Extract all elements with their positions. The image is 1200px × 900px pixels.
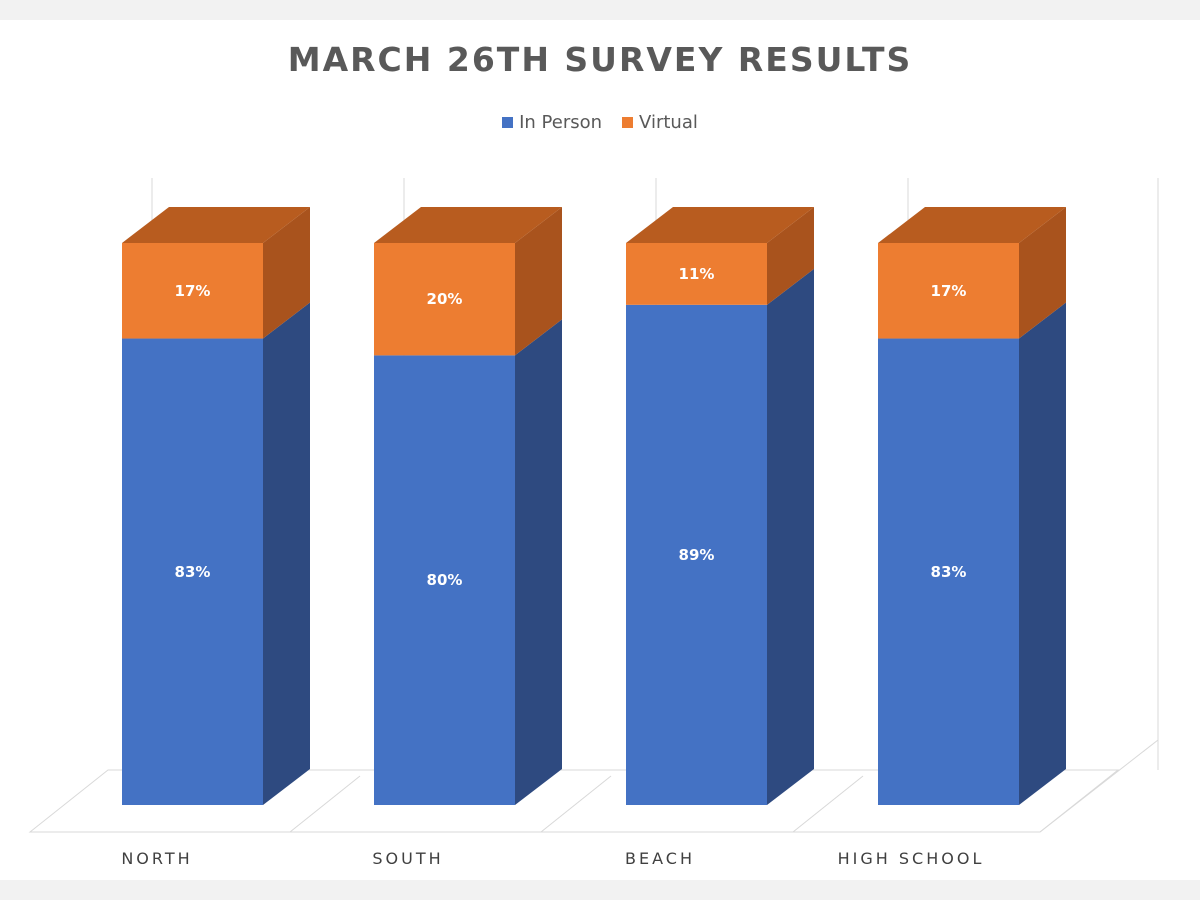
data-label-in-person-beach: 89% <box>679 546 715 564</box>
bar-side-in-person-north <box>263 302 310 805</box>
bar-side-in-person-south <box>515 319 562 805</box>
legend-item-virtual: Virtual <box>622 112 698 133</box>
category-label-high-school: HIGH SCHOOL <box>838 849 985 868</box>
legend-swatch-virtual <box>622 117 634 128</box>
bar-side-in-person-beach <box>767 268 814 805</box>
bar-in-person-beach <box>626 304 767 805</box>
data-label-virtual-beach: 11% <box>679 265 715 283</box>
bar-top-virtual-south <box>374 207 562 243</box>
bar-virtual-south <box>374 243 515 356</box>
category-label-north: NORTH <box>121 849 192 868</box>
data-label-in-person-south: 80% <box>427 571 463 589</box>
legend-label-virtual: Virtual <box>639 112 698 133</box>
bar-in-person-south <box>374 355 515 805</box>
bar-top-virtual-north <box>122 207 310 243</box>
bar-in-person-high-school <box>878 338 1019 805</box>
bar-side-virtual-high-school <box>1019 207 1066 339</box>
legend-swatch-in-person <box>502 117 514 128</box>
bar-in-person-north <box>122 338 263 805</box>
category-label-beach: BEACH <box>625 849 695 868</box>
bar-virtual-beach <box>626 243 767 305</box>
bar-virtual-north <box>122 243 263 339</box>
data-label-virtual-high-school: 17% <box>931 282 967 300</box>
legend: In Person Virtual <box>0 112 1200 133</box>
bar-side-in-person-high-school <box>1019 302 1066 805</box>
floor-divider-1 <box>540 775 612 833</box>
bar-side-virtual-beach <box>767 207 814 305</box>
labels-layer: 83% 17% NORTH 80% 20% SOUTH 89% 11% BEACH 83% 17% H… <box>121 265 985 868</box>
bar-virtual-high-school <box>878 243 1019 339</box>
bar-side-virtual-south <box>515 207 562 356</box>
category-label-south: SOUTH <box>372 849 443 868</box>
data-label-virtual-north: 17% <box>175 282 211 300</box>
bars-layer <box>122 207 1066 805</box>
floor-plane <box>28 769 1120 833</box>
bar-side-virtual-north <box>263 207 310 339</box>
data-label-in-person-north: 83% <box>175 563 211 581</box>
floor-divider-0 <box>289 775 361 833</box>
floor-right-edge <box>1039 739 1159 833</box>
data-label-virtual-south: 20% <box>427 290 463 308</box>
floor-divider-2 <box>792 775 864 833</box>
bar-top-virtual-high-school <box>878 207 1066 243</box>
bar-top-virtual-beach <box>626 207 814 243</box>
data-label-in-person-high-school: 83% <box>931 563 967 581</box>
chart-title: MARCH 26TH SURVEY RESULTS <box>287 40 913 79</box>
legend-item-in-person: In Person <box>502 112 602 133</box>
legend-label-in-person: In Person <box>519 112 603 133</box>
